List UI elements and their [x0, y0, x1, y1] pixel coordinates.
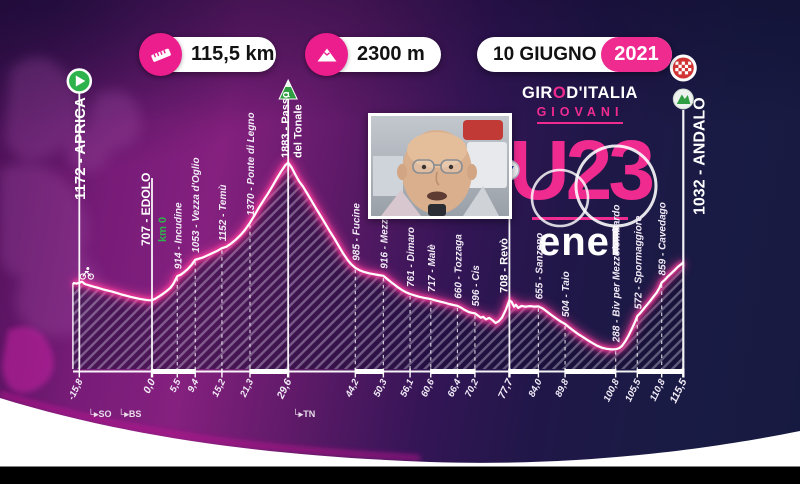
- svg-text:1152 - Temù: 1152 - Temù: [218, 184, 229, 241]
- cyclist-glyph: [79, 267, 94, 280]
- svg-text:914 - Incudine: 914 - Incudine: [173, 202, 184, 269]
- km-tick-label: 84,0: [527, 377, 545, 399]
- place-biv-per-mezzolombardo: 288 - Biv per Mezzolombardo: [612, 204, 623, 369]
- pink-ribbon-shape: [2, 326, 54, 393]
- svg-text:660 - Tozzaga: 660 - Tozzaga: [453, 234, 464, 299]
- km-tick-label: 77,7: [496, 376, 516, 401]
- km-tick-label: 66,4: [446, 377, 464, 399]
- km-tick-label: 50,3: [372, 377, 390, 399]
- place-tozzaga: 660 - Tozzaga: [453, 234, 464, 369]
- photo-inset: [368, 113, 512, 219]
- km-tick-label: 5,5: [168, 377, 184, 394]
- place-incudine: 914 - Incudine: [173, 202, 184, 369]
- svg-text:859 - Cavedago: 859 - Cavedago: [658, 202, 669, 275]
- place-taio: 504 - Taio: [561, 271, 572, 369]
- km-tick-label: 44,2: [343, 377, 362, 400]
- km-tick-label: 15,2: [210, 377, 228, 399]
- place-dimaro: 761 - Dimaro: [406, 227, 417, 369]
- finish-mountain-icon: [672, 88, 694, 110]
- svg-text:708 - Revò: 708 - Revò: [498, 238, 510, 293]
- svg-text:504 - Taio: 504 - Taio: [561, 271, 572, 317]
- place-mezzana: 916 - Mezzana: [379, 202, 390, 369]
- km-tick-label: 110,8: [648, 377, 668, 403]
- svg-text:1172 - APRICA: 1172 - APRICA: [72, 97, 89, 200]
- km-tick-label: 0,0: [141, 377, 158, 396]
- km-tick-label: 89,8: [553, 377, 571, 399]
- province-marker-bs: └▸BS: [118, 408, 141, 419]
- place-andalo: 1032 - ANDALO: [669, 54, 708, 369]
- km-tick-label: 29,6: [274, 377, 294, 402]
- profile-line: [72, 161, 685, 351]
- km-tick-label: 100,8: [602, 377, 623, 404]
- province-marker-so: └▸SO: [88, 408, 112, 419]
- swoosh-white-band: [0, 398, 800, 484]
- place-edolo: 707 - EDOLO km 0: [139, 173, 169, 369]
- place-aprica: 1172 - APRICA: [66, 68, 94, 369]
- km-tick-label: 56,1: [398, 377, 416, 398]
- giro-o-accent: O: [552, 84, 567, 102]
- gpm-mountain-icon: 1: [278, 78, 298, 100]
- interview-photo-art: [373, 120, 507, 216]
- km-axis: -15,8 0,0 5,5 9,4 15,2 21,3 29,6 44,2 50,3 56,1 60…: [66, 368, 690, 419]
- place-cis: 596 - Cis: [471, 265, 482, 369]
- svg-text:1883 - Passo: 1883 - Passo: [280, 91, 292, 158]
- km-tick-label: 21,3: [238, 377, 257, 400]
- place-tem: 1152 - Temù: [218, 184, 229, 369]
- km-tick-label: -15,8: [66, 377, 86, 402]
- place-spormaggiore: 572 - Spormaggiore: [633, 215, 644, 369]
- footer-black-bar: [0, 466, 800, 484]
- svg-text:707 - EDOLO: 707 - EDOLO: [139, 173, 153, 246]
- profile-area: [72, 162, 684, 369]
- swoosh-magenta-edge: [0, 391, 421, 461]
- svg-text:288 - Biv per Mezzolombardo: 288 - Biv per Mezzolombardo: [612, 204, 623, 343]
- svg-text:596 - Cis: 596 - Cis: [471, 265, 482, 307]
- giro-d-italia-wordmark: GIROD'ITALIA: [522, 84, 638, 102]
- km-tick-label: 9,4: [186, 377, 202, 394]
- km-tick-label: 70,2: [463, 377, 481, 399]
- svg-text:572 - Spormaggiore: 572 - Spormaggiore: [633, 215, 644, 309]
- km-tick-label: 60,6: [419, 377, 437, 399]
- svg-text:km 0: km 0: [157, 217, 169, 242]
- place-ponte-di-legno: 1370 - Ponte di Legno: [246, 112, 257, 369]
- place-cavedago: 859 - Cavedago: [658, 202, 669, 369]
- svg-text:del Tonale: del Tonale: [293, 104, 305, 158]
- svg-text:761 - Dimaro: 761 - Dimaro: [406, 227, 417, 287]
- giovani-wordmark: GIOVANI: [536, 105, 624, 124]
- svg-text:1370 - Ponte di Legno: 1370 - Ponte di Legno: [246, 112, 257, 215]
- km-tick-label: 115,5: [668, 377, 690, 405]
- start-play-icon: [66, 68, 93, 94]
- province-marker-tn: └▸TN: [292, 408, 315, 419]
- svg-text:916 - Mezzana: 916 - Mezzana: [379, 202, 390, 269]
- finish-checkered-icon: [669, 54, 697, 82]
- svg-text:1032 - ANDALO: 1032 - ANDALO: [691, 97, 708, 215]
- km-tick-label: 105,5: [623, 377, 644, 404]
- place-sanzeno: 655 - Sanzeno: [534, 233, 545, 369]
- svg-text:655 - Sanzeno: 655 - Sanzeno: [534, 233, 545, 300]
- svg-text:1: 1: [286, 92, 290, 99]
- place-vezza-d-oglio: 1053 - Vezza d'Oglio: [191, 157, 202, 369]
- svg-text:1053 - Vezza d'Oglio: 1053 - Vezza d'Oglio: [191, 157, 202, 252]
- svg-text:717 - Malè: 717 - Malè: [427, 244, 438, 292]
- place-mal: 717 - Malè: [427, 244, 438, 369]
- place-fucine: 985 - Fucine: [351, 203, 362, 369]
- svg-text:985 - Fucine: 985 - Fucine: [351, 203, 362, 261]
